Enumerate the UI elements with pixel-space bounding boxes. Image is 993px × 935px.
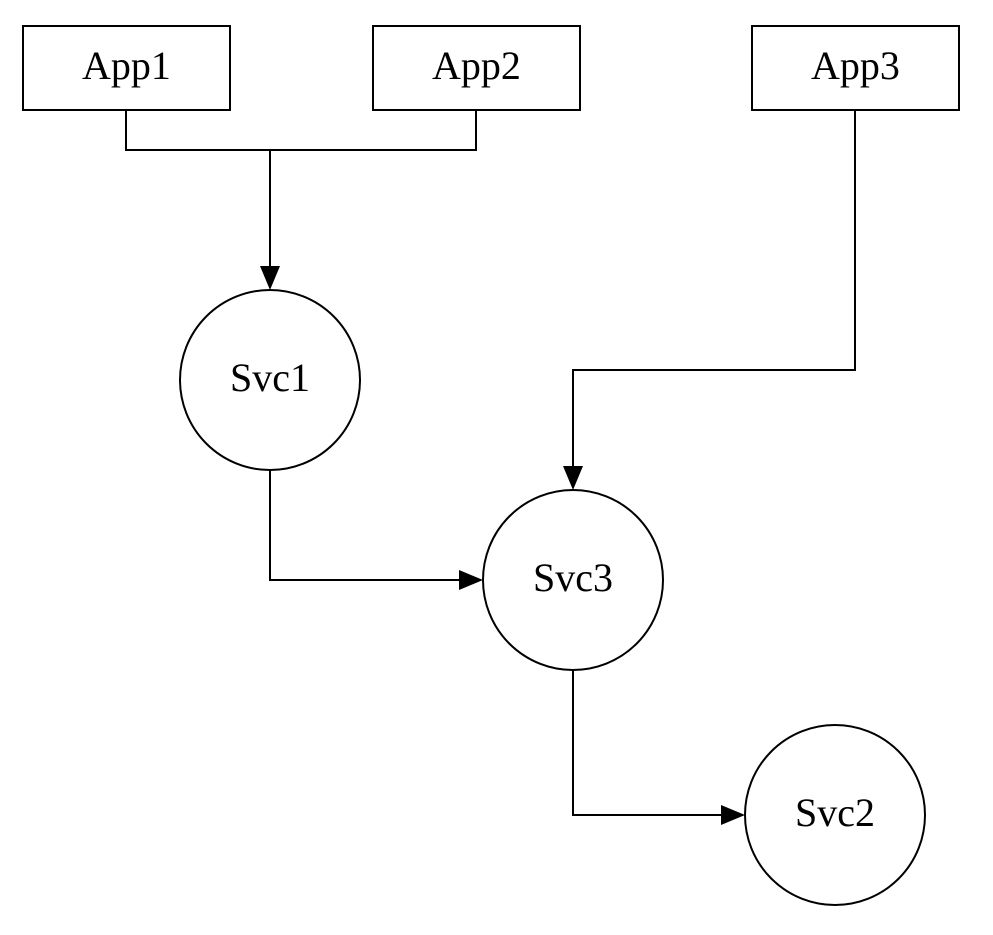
node-svc3: Svc3	[483, 490, 663, 670]
node-label-svc2: Svc2	[795, 790, 875, 835]
node-svc1: Svc1	[180, 290, 360, 470]
node-app3: App3	[752, 26, 959, 110]
diagram-canvas: App1 App2 App3 Svc1 Svc3 Svc2	[0, 0, 993, 935]
node-label-app2: App2	[432, 43, 521, 88]
node-label-app3: App3	[811, 43, 900, 88]
node-label-svc1: Svc1	[230, 355, 310, 400]
node-label-app1: App1	[82, 43, 171, 88]
node-app2: App2	[373, 26, 580, 110]
node-app1: App1	[23, 26, 230, 110]
node-svc2: Svc2	[745, 725, 925, 905]
node-label-svc3: Svc3	[533, 555, 613, 600]
